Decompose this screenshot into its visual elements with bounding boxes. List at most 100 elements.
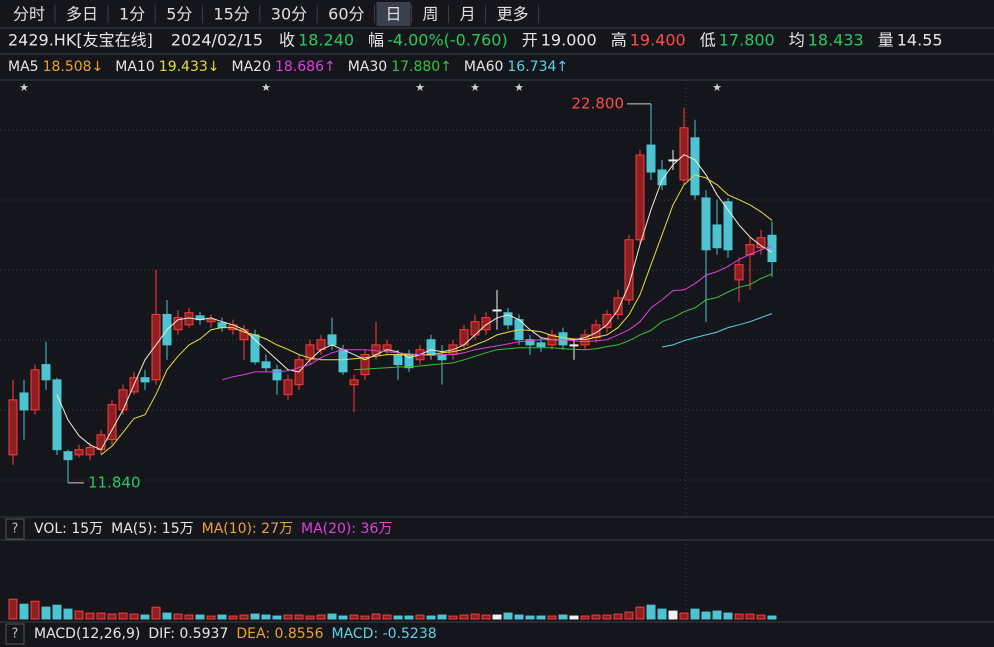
tab-label: 更多 bbox=[497, 5, 529, 24]
volume-bar bbox=[679, 612, 689, 620]
quote-value: -4.00%(-0.760) bbox=[387, 31, 508, 50]
candle-body bbox=[338, 349, 348, 373]
candle-body bbox=[41, 364, 51, 381]
volume-bar bbox=[525, 615, 535, 620]
volume-bar bbox=[107, 613, 117, 620]
quote-value: 18.240 bbox=[298, 31, 354, 50]
tab[interactable]: 周 bbox=[414, 2, 448, 26]
candle-body bbox=[426, 339, 436, 356]
volume-bar bbox=[415, 614, 425, 620]
volume-bar bbox=[30, 600, 40, 620]
quote-label: 开 bbox=[522, 31, 538, 50]
volume-bar bbox=[404, 615, 414, 620]
volume-bar bbox=[305, 615, 315, 620]
candle-body bbox=[63, 451, 73, 461]
quote-label: 量 bbox=[878, 31, 894, 50]
volume-bar bbox=[162, 612, 172, 620]
volume-bar bbox=[393, 615, 403, 620]
help-button[interactable] bbox=[5, 518, 25, 540]
volume-bar bbox=[382, 614, 392, 620]
volume-bar bbox=[514, 614, 524, 620]
volume-bar bbox=[140, 614, 150, 620]
macd-legend: DIF: 0.5937 bbox=[148, 626, 228, 642]
volume-bar bbox=[272, 615, 282, 620]
help-icon: ? bbox=[12, 627, 19, 642]
help-button[interactable] bbox=[5, 623, 25, 645]
tab[interactable]: 1分 bbox=[110, 2, 154, 26]
candle-body bbox=[30, 369, 40, 411]
quote-value: 19.400 bbox=[630, 31, 686, 50]
candle-body bbox=[206, 319, 216, 323]
tab[interactable]: 5分 bbox=[157, 2, 201, 26]
macd-legend: DEA: 0.8556 bbox=[236, 626, 323, 642]
volume-bar bbox=[261, 614, 271, 620]
candle-body bbox=[349, 379, 359, 386]
volume-bar bbox=[85, 612, 95, 620]
volume-bar bbox=[195, 614, 205, 620]
volume-bar bbox=[239, 614, 249, 620]
volume-bar bbox=[624, 611, 634, 620]
tab-bg bbox=[376, 2, 411, 26]
event-star: ★ bbox=[470, 81, 480, 94]
tab[interactable]: 30分 bbox=[262, 2, 316, 26]
tab[interactable]: 60分 bbox=[319, 2, 373, 26]
volume-bar bbox=[448, 615, 458, 620]
volume-bar bbox=[591, 614, 601, 620]
volume-bar bbox=[492, 614, 502, 620]
tab-label: 分时 bbox=[13, 5, 45, 24]
volume-bar bbox=[437, 614, 447, 620]
ma-line bbox=[100, 174, 773, 456]
candle-body bbox=[360, 354, 370, 376]
tab[interactable]: 15分 bbox=[204, 2, 258, 26]
tab[interactable]: 日 bbox=[376, 2, 411, 26]
candle-body bbox=[19, 392, 29, 411]
legend-value: 18.686↑ bbox=[275, 59, 336, 75]
quote-label: 低 bbox=[700, 31, 716, 50]
volume-bar bbox=[118, 612, 128, 620]
tab-label: 多日 bbox=[66, 5, 98, 24]
candle-body bbox=[723, 201, 733, 251]
volume-bar bbox=[173, 613, 183, 620]
volume-bar bbox=[327, 613, 337, 620]
candle-body bbox=[503, 312, 513, 326]
event-star: ★ bbox=[415, 81, 425, 94]
legend-name: MA5 bbox=[8, 59, 39, 75]
candle-body bbox=[481, 317, 491, 331]
volume-bar bbox=[712, 610, 722, 620]
candle-body bbox=[558, 332, 568, 346]
candle-body bbox=[767, 234, 777, 263]
candle-body bbox=[393, 354, 403, 366]
candle-body bbox=[536, 342, 546, 348]
volume-bar bbox=[668, 610, 678, 620]
quote-label: 高 bbox=[611, 31, 627, 50]
candle-body bbox=[712, 224, 722, 249]
tab[interactable]: 月 bbox=[451, 2, 485, 26]
candle-body bbox=[701, 197, 711, 251]
tab[interactable]: 更多 bbox=[488, 2, 538, 26]
volume-bar bbox=[701, 611, 711, 620]
quote-value: 19.000 bbox=[541, 31, 597, 50]
candle-body bbox=[96, 434, 106, 451]
volume-bar bbox=[360, 615, 370, 620]
candle-body bbox=[657, 169, 667, 186]
candle-body bbox=[217, 322, 227, 329]
tab-label: 30分 bbox=[271, 5, 307, 24]
candle-body bbox=[734, 264, 744, 281]
volume-bar bbox=[635, 606, 645, 620]
tab[interactable]: 分时 bbox=[4, 2, 54, 26]
macd-legend: MACD(12,26,9) bbox=[34, 626, 140, 642]
volume-bar bbox=[580, 615, 590, 620]
volume-bar bbox=[294, 614, 304, 620]
tab[interactable]: 多日 bbox=[57, 2, 107, 26]
ma-line bbox=[353, 273, 773, 371]
volume-bar bbox=[690, 608, 700, 620]
volume-bar bbox=[459, 614, 469, 620]
volume-bar bbox=[151, 606, 161, 620]
annotation-label: 22.800 bbox=[572, 94, 625, 112]
volume-bar bbox=[756, 614, 766, 620]
volume-bar bbox=[19, 603, 29, 620]
tab-label: 5分 bbox=[166, 5, 192, 24]
tab-label: 15分 bbox=[213, 5, 249, 24]
volume-bar bbox=[338, 615, 348, 620]
